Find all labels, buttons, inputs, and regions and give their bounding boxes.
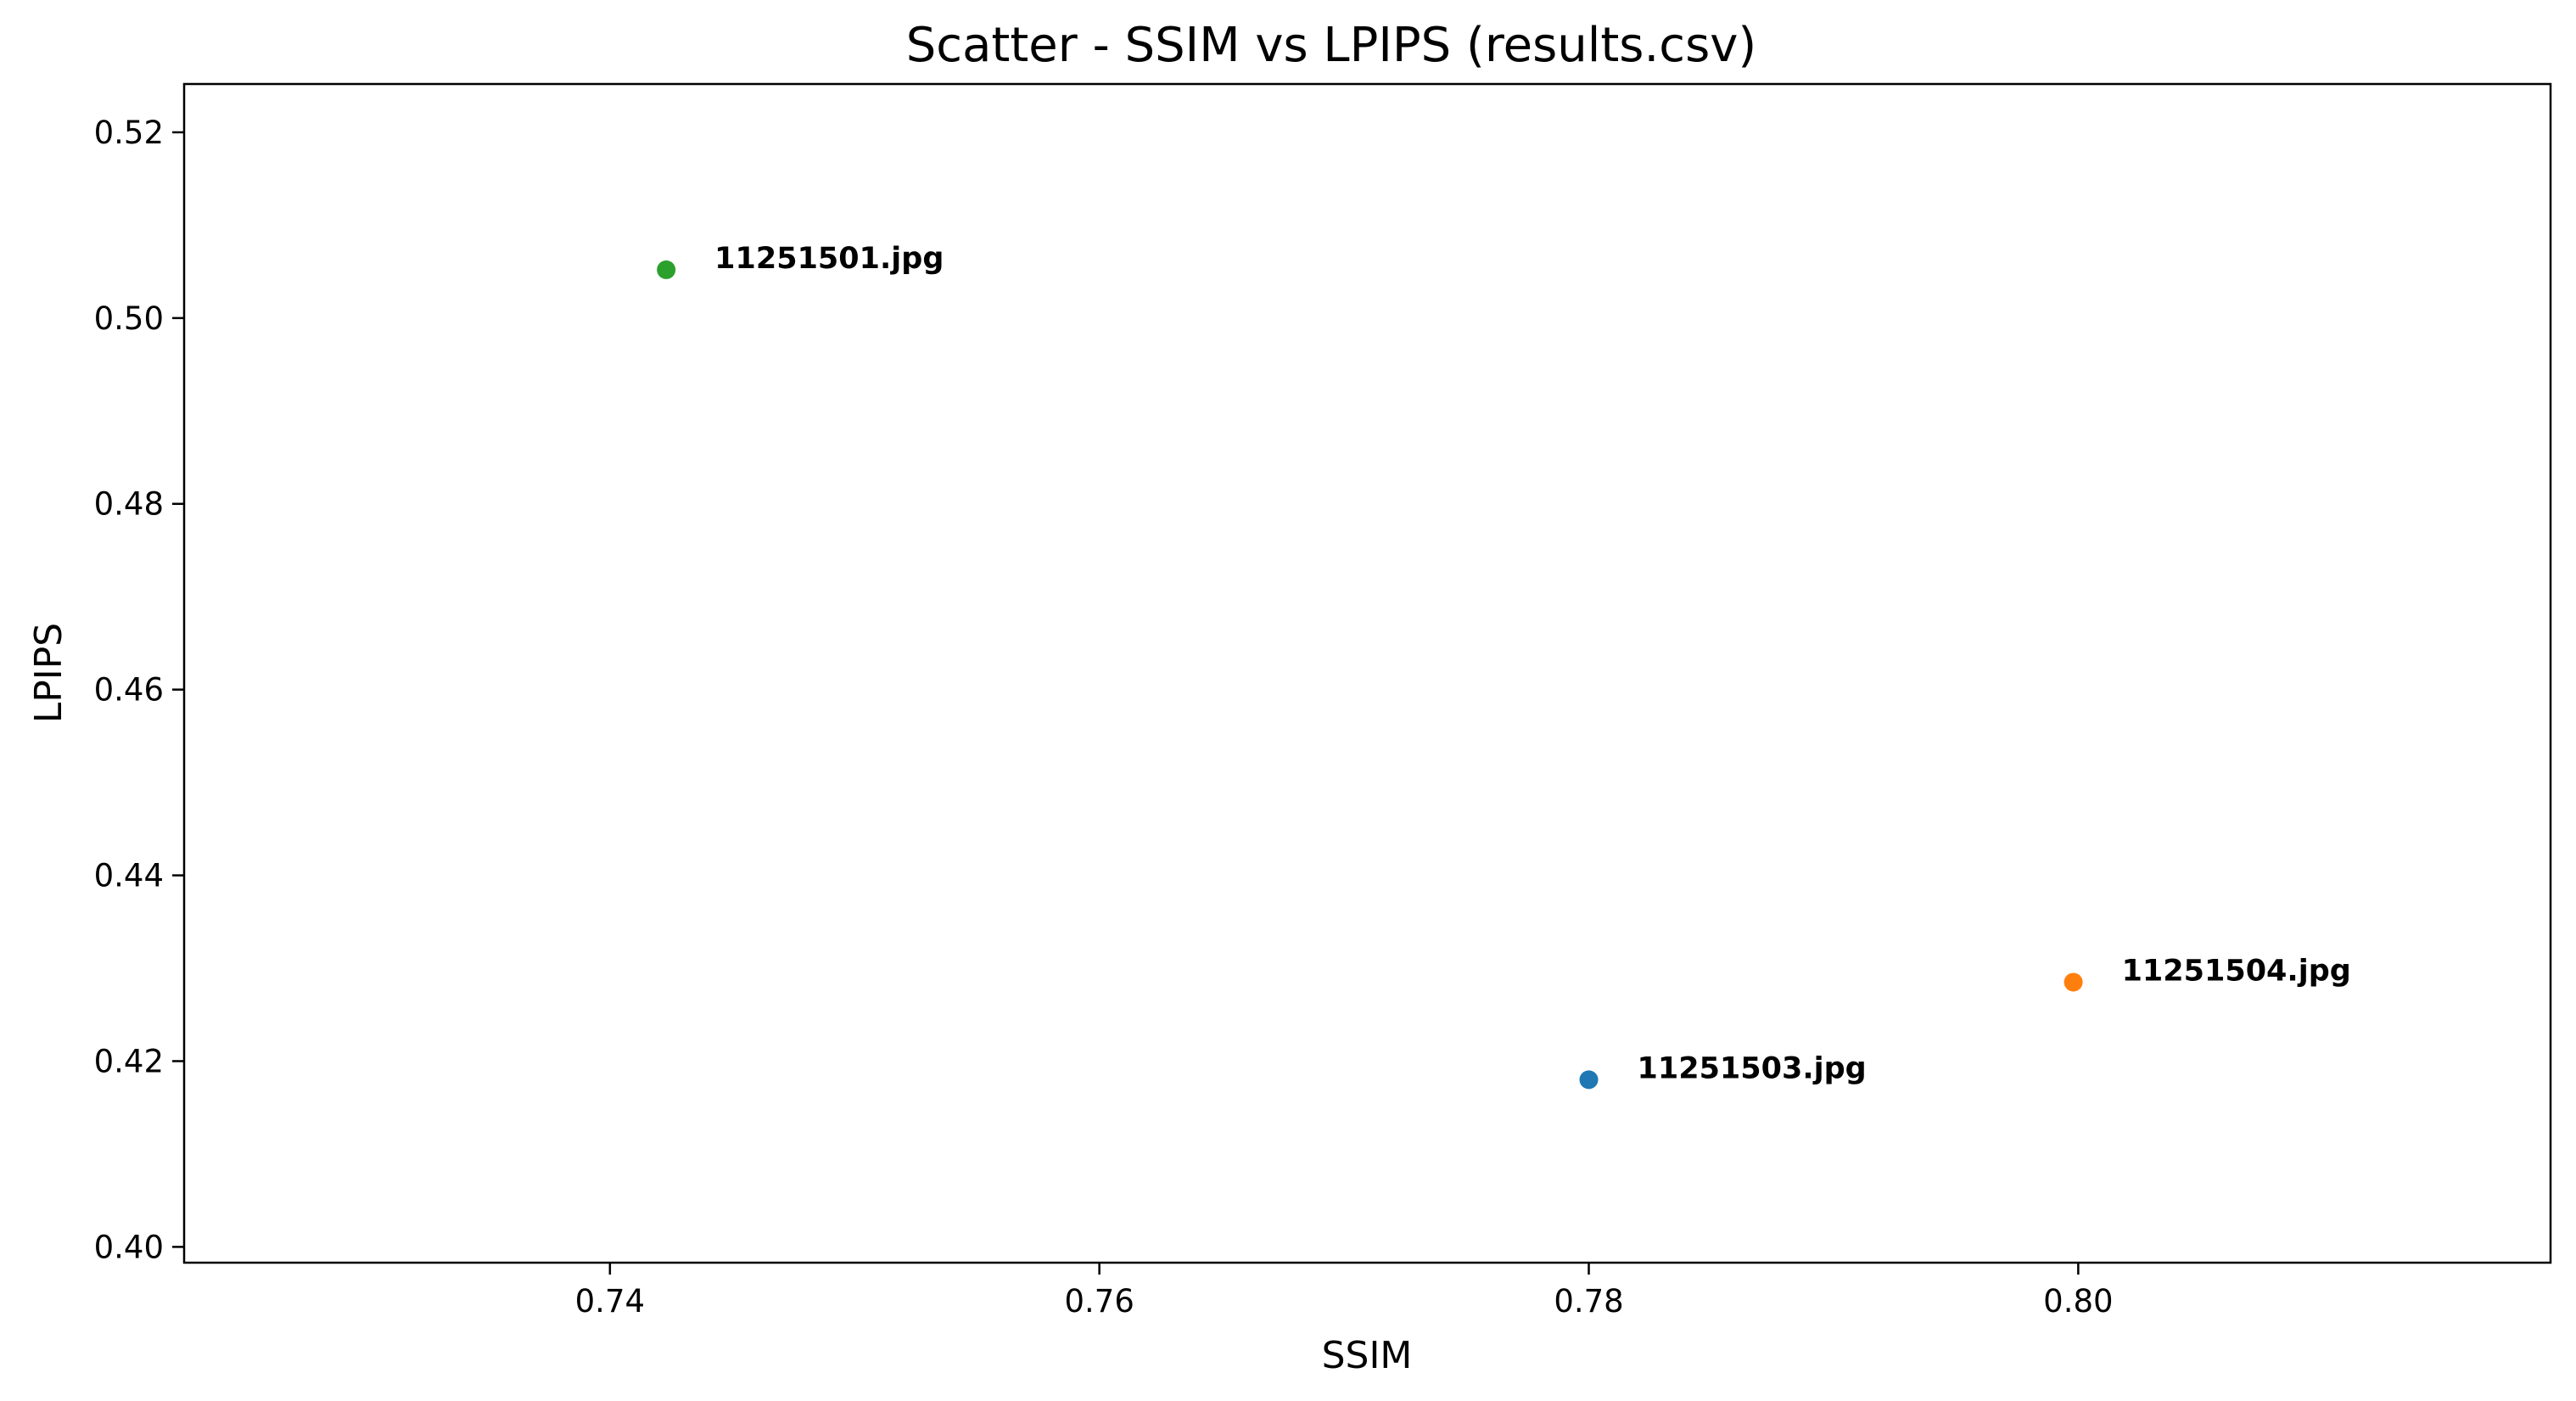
y-tick-label: 0.44 — [94, 858, 164, 894]
y-tick-label: 0.52 — [94, 115, 164, 151]
y-tick-label: 0.46 — [94, 672, 164, 709]
y-axis: 0.40 0.42 0.44 0.46 0.48 0.50 0.52 — [94, 115, 184, 1265]
point-label: 11251503.jpg — [1638, 1051, 1867, 1085]
x-tick-label: 0.76 — [1064, 1283, 1134, 1320]
x-tick-label: 0.80 — [2043, 1283, 2113, 1320]
y-tick-label: 0.48 — [94, 486, 164, 523]
x-axis: 0.74 0.76 0.78 0.80 — [575, 1263, 2114, 1320]
y-tick-label: 0.42 — [94, 1043, 164, 1079]
data-point — [657, 260, 676, 279]
plot-area — [182, 82, 2552, 1264]
y-tick-label: 0.40 — [94, 1229, 164, 1265]
data-point — [1579, 1070, 1599, 1090]
point-label: 11251504.jpg — [2122, 954, 2351, 988]
x-tick-label: 0.74 — [575, 1283, 645, 1320]
y-axis-label: LPIPS — [27, 623, 70, 724]
data-point — [2064, 972, 2083, 992]
x-tick-label: 0.78 — [1554, 1283, 1623, 1320]
data-points: 11251503.jpg 11251504.jpg 11251501.jpg — [657, 242, 2351, 1090]
y-tick-label: 0.50 — [94, 300, 164, 337]
x-axis-label: SSIM — [1322, 1334, 1413, 1377]
chart-title: Scatter - SSIM vs LPIPS (results.csv) — [906, 18, 1757, 73]
point-label: 11251501.jpg — [714, 242, 944, 276]
